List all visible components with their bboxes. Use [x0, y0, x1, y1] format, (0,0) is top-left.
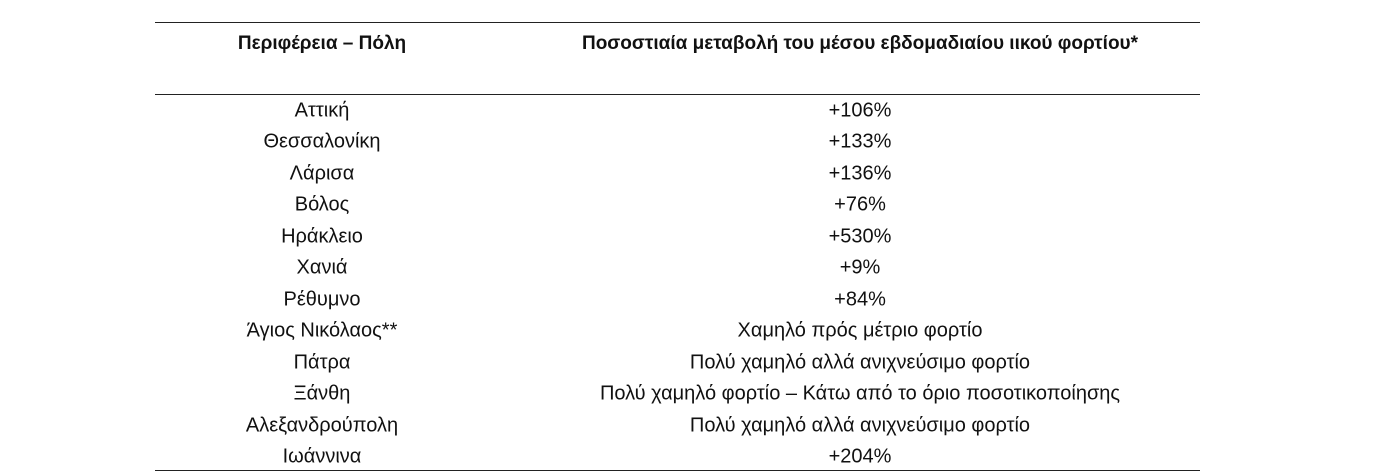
region-cell: Αλεξανδρούπολη — [245, 414, 399, 436]
change-cell: +106% — [828, 99, 892, 122]
bottom-rule — [155, 470, 1200, 471]
change-cell: +530% — [828, 225, 892, 248]
region-cell: Ιωάννινα — [282, 445, 362, 468]
region-cell: Ρέθυμνο — [283, 288, 361, 311]
region-cell: Λάρισα — [289, 162, 355, 185]
change-cell: +76% — [834, 193, 886, 216]
change-cell: Χαμηλό πρός μέτριο φορτίο — [737, 319, 983, 342]
change-cell: Πολύ χαμηλό φορτίο – Κάτω από το όριο πο… — [599, 382, 1121, 405]
region-cell: Χανιά — [296, 256, 348, 279]
region-cell: Αττική — [294, 99, 350, 122]
change-cell: +9% — [839, 256, 881, 279]
region-cell: Θεσσαλονίκη — [263, 130, 381, 153]
region-cell: Πάτρα — [293, 351, 351, 374]
change-cell: Πολύ χαμηλό αλλά ανιχνεύσιμο φορτίο — [689, 414, 1031, 436]
change-cell: Πολύ χαμηλό αλλά ανιχνεύσιμο φορτίο — [689, 351, 1031, 374]
change-cell: +136% — [828, 162, 892, 185]
change-cell: +204% — [828, 445, 892, 468]
region-cell: Ξάνθη — [293, 382, 351, 405]
region-cell: Άγιος Νικόλαος** — [246, 319, 398, 342]
header-cell: Περιφέρεια – Πόλη — [237, 33, 407, 54]
header-rule — [155, 94, 1200, 95]
top-rule — [155, 22, 1200, 23]
change-cell: +84% — [834, 288, 886, 311]
change-cell: +133% — [828, 130, 892, 153]
region-cell: Ηράκλειο — [281, 225, 363, 248]
header-cell: Ποσοστιαία μεταβολή του μέσου εβδομαδιαί… — [581, 33, 1139, 54]
region-cell: Βόλος — [294, 193, 350, 216]
